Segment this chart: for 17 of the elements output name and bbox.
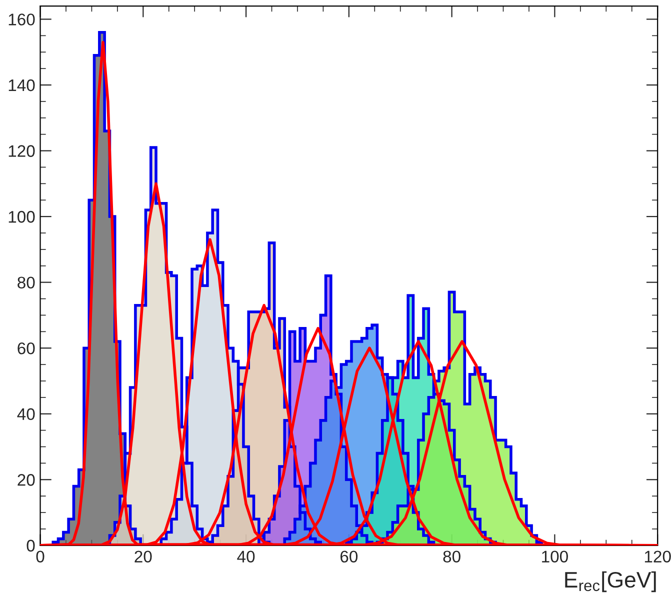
y-tick-label: 40 [17,408,35,420]
x-tick-label: 20 [134,550,152,563]
y-tick-label: 100 [8,210,35,223]
y-tick-label: 80 [18,276,35,289]
x-tick-label: 40 [237,550,255,563]
x-tick-label: 0 [36,550,44,563]
y-tick-label: 140 [8,79,35,92]
x-axis-title: E$_{rec}$[GeV] [565,571,656,592]
y-tick-label: 160 [8,14,35,26]
x-tick-label: 120 [644,550,671,563]
x-tick-label: 100 [542,550,568,563]
x-tick-label: 60 [340,550,358,563]
y-tick-label: 60 [18,342,35,354]
y-tick-label: 120 [8,145,35,157]
x-tick-label: 80 [443,550,460,563]
y-tick-label: 20 [18,474,35,486]
y-tick-label: 0 [26,540,35,552]
